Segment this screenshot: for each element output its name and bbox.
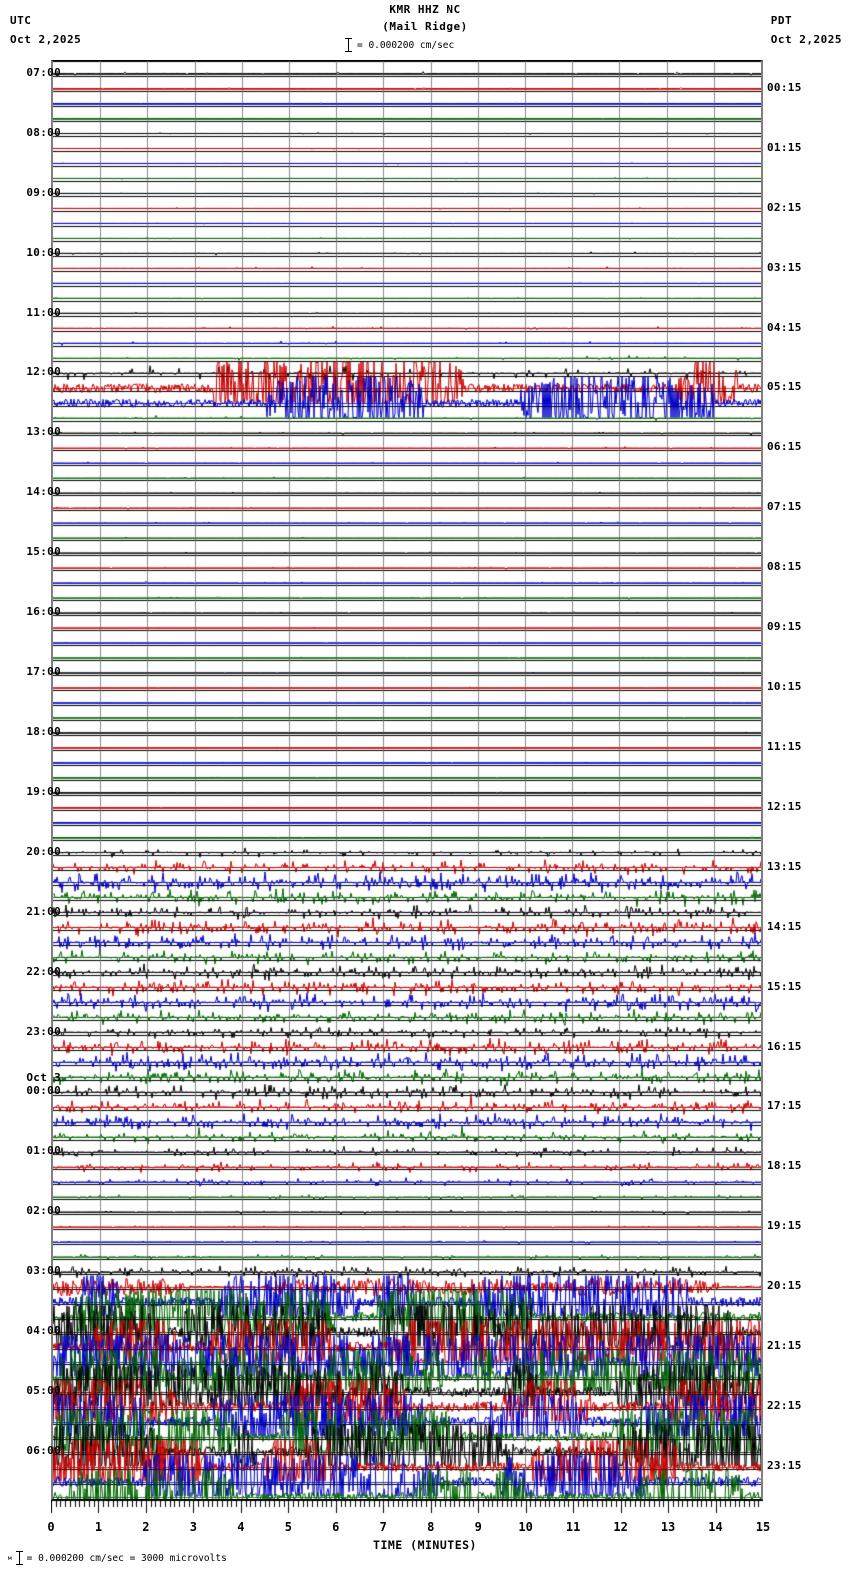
left-time-label: 11:00 [26, 305, 61, 319]
right-time-label: 22:15 [767, 1399, 802, 1413]
left-time-label: 07:00 [26, 65, 61, 79]
x-axis-tick-label: 13 [660, 1520, 676, 1534]
left-time-label: 12:00 [26, 365, 61, 379]
footer-marker-icon: м [8, 1554, 12, 1562]
right-time-label: 07:15 [767, 500, 802, 514]
x-axis-tick-label: 3 [189, 1520, 198, 1534]
x-axis-tick-label: 9 [474, 1520, 482, 1534]
station-title: KMR HHZ NC [389, 3, 461, 16]
left-time-label: 00:00 [26, 1084, 61, 1098]
right-time-label: 10:15 [767, 680, 802, 694]
x-axis-tick-label: 2 [142, 1520, 150, 1534]
timezone-right-label: PDT [770, 14, 793, 27]
left-time-label: 06:00 [26, 1443, 61, 1457]
right-time-label: 08:15 [767, 560, 802, 574]
right-time-label: 16:15 [767, 1039, 802, 1053]
right-time-label: 06:15 [767, 440, 802, 454]
left-time-label: 09:00 [26, 185, 61, 199]
right-time-label: 04:15 [767, 320, 802, 334]
left-time-label: 22:00 [26, 964, 61, 978]
left-time-label: 15:00 [26, 545, 61, 559]
scale-bar-label: = 0.000200 cm/sec [357, 39, 455, 51]
timezone-left-label: UTC [10, 14, 32, 27]
right-time-label: 15:15 [767, 979, 802, 993]
x-axis-tick-label: 10 [518, 1520, 533, 1534]
left-time-label: 10:00 [26, 245, 61, 259]
left-time-label: 16:00 [26, 605, 61, 619]
header-center-block: KMR HHZ NC (Mail Ridge) [0, 3, 850, 33]
scale-bar-icon [345, 38, 352, 52]
date-right-label: Oct 2,2025 [770, 33, 842, 46]
helicorder-plot [51, 60, 763, 1500]
date-left-label: Oct 2,2025 [10, 33, 82, 46]
day-change-label: Oct 3 [26, 1071, 61, 1085]
left-time-label: 23:00 [26, 1024, 61, 1038]
left-time-label: 01:00 [26, 1144, 61, 1158]
x-axis-tick-label: 7 [379, 1520, 387, 1534]
footer-scale-bar-icon [15, 1551, 23, 1565]
left-time-label: 19:00 [26, 784, 61, 798]
right-time-label: 05:15 [767, 380, 802, 394]
left-time-label: 05:00 [26, 1384, 61, 1398]
x-axis-tick-label: 5 [284, 1520, 292, 1534]
x-axis-tick-label: 8 [427, 1520, 435, 1534]
left-time-label: 17:00 [26, 665, 61, 679]
footer-scale-text: = 0.000200 cm/sec = 3000 microvolts [26, 1552, 227, 1564]
x-axis: 0 1 2 3 4 5 6 7 8 9 10 11 12 13 14 15 [47, 1500, 770, 1546]
right-time-label: 11:15 [767, 739, 802, 753]
x-axis-tick-label: 11 [565, 1520, 581, 1534]
left-time-label: 14:00 [26, 485, 61, 499]
x-axis-title: TIME (MINUTES) [373, 1538, 477, 1552]
left-time-label: 18:00 [26, 724, 61, 738]
right-time-label: 19:15 [767, 1219, 802, 1233]
left-time-label: 13:00 [26, 425, 61, 439]
right-time-label: 00:15 [767, 80, 802, 94]
right-time-label: 21:15 [767, 1339, 802, 1353]
station-location: (Mail Ridge) [382, 20, 468, 33]
x-axis-tick-label: 1 [94, 1520, 103, 1534]
x-axis-tick-label: 12 [613, 1520, 628, 1534]
right-time-label: 17:15 [767, 1099, 802, 1113]
x-axis-tick-label: 15 [755, 1520, 771, 1534]
header-left-timezone-block: UTC Oct 2,2025 [10, 14, 81, 46]
left-time-label: 02:00 [26, 1204, 61, 1218]
left-time-label: 20:00 [26, 844, 61, 858]
header-right-timezone-block: PDT Oct 2,2025 [771, 14, 842, 46]
x-axis-tick-label: 6 [332, 1520, 340, 1534]
right-time-label: 18:15 [767, 1159, 802, 1173]
right-time-label: 20:15 [767, 1279, 802, 1293]
x-axis-tick-label: 14 [708, 1520, 723, 1534]
x-axis-tick-label: 0 [47, 1520, 55, 1534]
right-time-label: 13:15 [767, 859, 802, 873]
left-time-label: 04:00 [26, 1324, 61, 1338]
footer-scale-note: м = 0.000200 cm/sec = 3000 microvolts [8, 1551, 227, 1565]
amplitude-scale-bar: = 0.000200 cm/sec [345, 38, 454, 52]
x-axis-ticks [51, 1500, 763, 1518]
seismogram-canvas [53, 61, 761, 1499]
left-time-label: 21:00 [26, 904, 61, 918]
left-time-label: 03:00 [26, 1264, 61, 1278]
right-time-label: 12:15 [767, 799, 802, 813]
right-time-label: 23:15 [767, 1458, 802, 1472]
left-time-label: 08:00 [26, 125, 61, 139]
x-axis-tick-label: 4 [237, 1520, 245, 1534]
right-time-label: 09:15 [767, 620, 802, 634]
right-time-label: 14:15 [767, 919, 802, 933]
right-time-label: 03:15 [767, 260, 802, 274]
right-time-label: 01:15 [767, 140, 802, 154]
right-time-label: 02:15 [767, 200, 802, 214]
